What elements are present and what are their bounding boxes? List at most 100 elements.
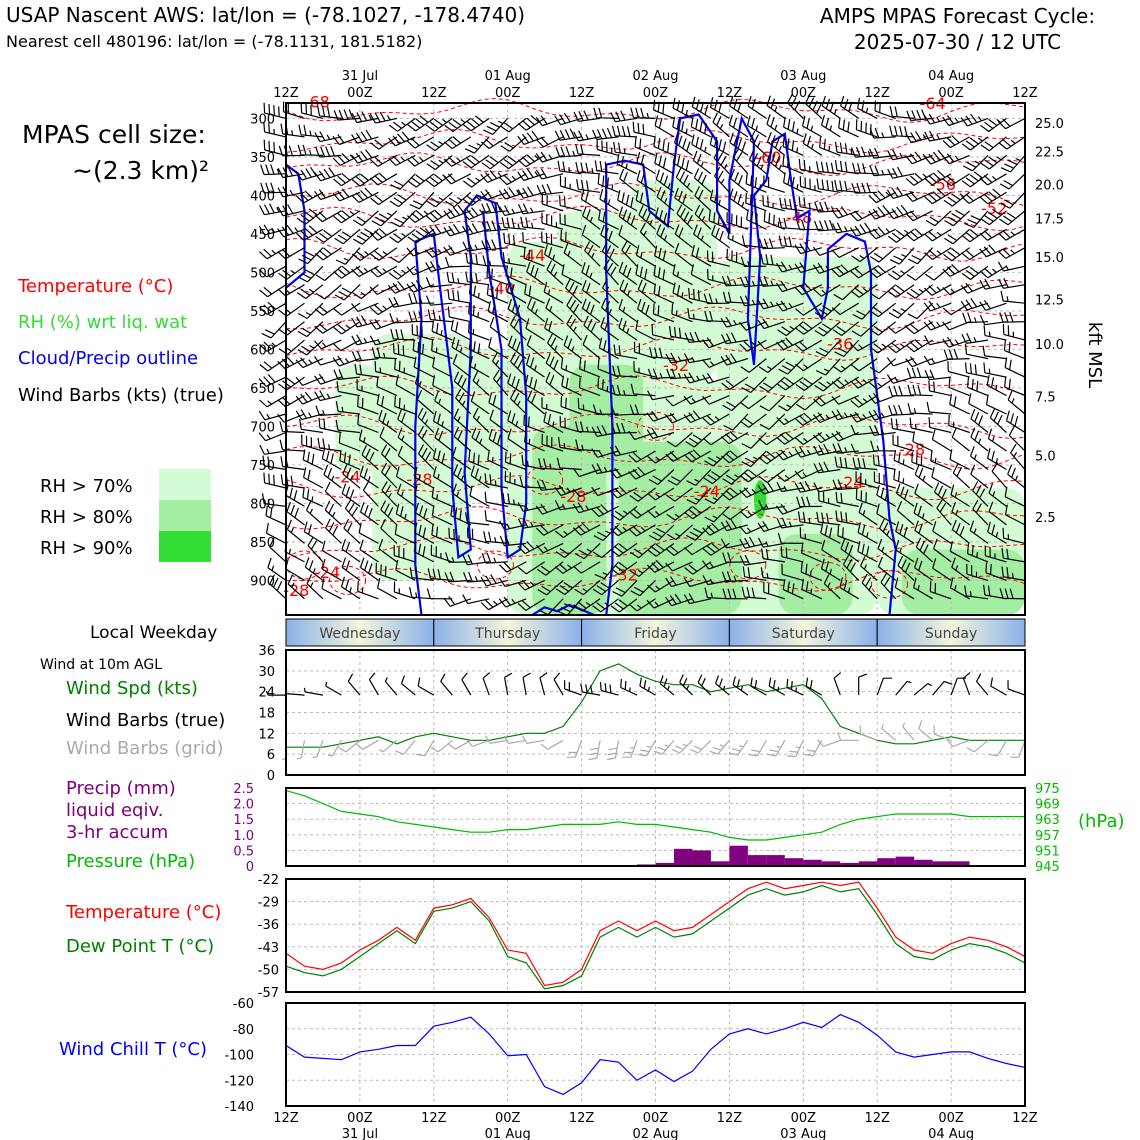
- wind-barb-upper: [443, 204, 472, 220]
- wind-barb-upper: [351, 149, 379, 164]
- wind-barb-upper: [766, 150, 786, 175]
- wind-barb-upper: [333, 265, 361, 279]
- bottom-time-tick: 12Z: [569, 1111, 595, 1126]
- wind-barb-upper: [720, 518, 749, 532]
- wind-barb-upper: [488, 428, 509, 452]
- wind-barb-upper: [295, 225, 324, 241]
- wind-barb-upper: [351, 173, 379, 187]
- bottom-time-tick: 12Z: [717, 1111, 743, 1126]
- precip-label-3: 3-hr accum: [66, 822, 168, 843]
- wind-barb-upper: [896, 500, 915, 526]
- wind-barb-upper: [665, 352, 693, 364]
- top-time-tick: 00Z: [347, 86, 373, 101]
- wind-barb-upper: [757, 339, 786, 350]
- wind-barb-upper: [972, 499, 989, 526]
- wind-barb-upper: [301, 434, 324, 452]
- wind-barb-upper: [302, 487, 324, 507]
- wind-barb-upper: [376, 376, 398, 397]
- wind-barb-upper: [929, 581, 952, 600]
- wind-barb-upper: [359, 539, 379, 563]
- top-time-tick: 12Z: [1012, 86, 1038, 101]
- wind-barb-upper: [629, 487, 656, 502]
- wind-barb-upper: [520, 216, 545, 230]
- wind-barb-upper: [499, 205, 527, 217]
- wind-barb-upper: [687, 307, 711, 323]
- wind-barb-upper: [928, 380, 952, 397]
- wind-barb-upper: [656, 186, 675, 212]
- wind-barb-upper: [541, 212, 564, 230]
- top-time-tick: 12Z: [864, 86, 890, 101]
- wind-barb-upper: [980, 154, 1007, 170]
- wind-barb-upper: [739, 321, 767, 331]
- wind-barb-upper: [286, 501, 305, 526]
- wind-barb-upper: [393, 581, 416, 600]
- wind-barb-upper: [541, 231, 564, 249]
- precip-bar: [803, 859, 822, 866]
- wind-barb-upper: [581, 279, 601, 304]
- wind-barb-upper: [912, 431, 933, 452]
- wind-barb-upper: [481, 239, 508, 251]
- wind-barb-upper: [985, 562, 1007, 581]
- wind-barb-upper: [667, 469, 693, 486]
- wind-barb-upper: [868, 409, 896, 421]
- temp-tick-label: -57: [258, 986, 279, 1001]
- wind-barb-upper: [923, 149, 952, 165]
- windchill-label: Wind Chill T (°C): [59, 1039, 207, 1060]
- wind-barb-upper: [758, 500, 785, 511]
- windspd-tick-label: 36: [258, 644, 275, 659]
- precip-bar: [877, 858, 896, 866]
- wind-barb-upper: [646, 598, 675, 609]
- wind-barb-upper: [352, 284, 379, 300]
- wind-barb-upper: [444, 256, 471, 268]
- wind-barb-upper: [758, 238, 785, 250]
- windspd-barb-grid: [837, 731, 859, 741]
- wind-barb-upper: [517, 186, 545, 199]
- wind-barb-upper: [297, 144, 323, 156]
- wind-barb-upper: [818, 490, 841, 507]
- wind-barb-upper: [394, 359, 416, 378]
- wind-barb-upper: [652, 303, 675, 323]
- wind-barb-upper: [370, 191, 398, 206]
- wind-barb-upper: [509, 389, 527, 415]
- wind-barb-upper: [887, 166, 915, 179]
- wind-barb-upper: [746, 209, 767, 230]
- wind-barb-upper: [414, 466, 435, 489]
- windchill-tick-label: -140: [224, 1100, 254, 1115]
- wind-barb-upper: [621, 241, 638, 267]
- wind-barb-upper: [936, 499, 952, 526]
- cell-size-label: MPAS cell size:: [22, 120, 206, 149]
- wind-barb-upper: [445, 191, 472, 208]
- wind-barb-upper: [876, 503, 897, 526]
- precip-bar: [692, 850, 711, 866]
- wind-barb-upper: [814, 321, 841, 337]
- kft-tick-label: 2.5: [1035, 511, 1056, 526]
- wind-barb-upper: [966, 563, 989, 581]
- wind-barb-upper: [443, 595, 472, 607]
- wind-barb-upper: [762, 195, 785, 212]
- wind-barb-upper: [335, 401, 360, 415]
- precip-tick-label: 1.5: [233, 813, 254, 828]
- wind-barb-upper: [395, 503, 416, 526]
- wind-barb-upper: [923, 319, 952, 331]
- temperature-contour-label: -32: [663, 356, 689, 375]
- top-date-label: 31 Jul: [342, 69, 378, 84]
- wind-barb-upper: [340, 576, 361, 600]
- wind-barb-upper: [314, 210, 342, 223]
- wind-barb-upper: [259, 284, 287, 298]
- wind-barb-upper: [741, 376, 767, 394]
- top-time-tick: 12Z: [421, 86, 447, 101]
- wind-barb-upper: [484, 473, 508, 489]
- wind-barb-upper: [280, 456, 305, 471]
- pressure-tick-label: 350: [250, 151, 275, 166]
- windspd-barb-grid: [881, 724, 897, 741]
- wind-barb-upper: [925, 210, 952, 227]
- wind-barb-upper: [351, 315, 379, 328]
- wind-barb-upper: [930, 450, 952, 471]
- wind-barb-upper: [260, 164, 287, 176]
- temperature-label: Temperature (°C): [65, 902, 221, 923]
- precip-bar: [858, 861, 878, 866]
- wind-barb-upper: [628, 598, 656, 612]
- wind-barb-upper: [295, 391, 324, 405]
- windchill-tick-label: -80: [233, 1023, 254, 1038]
- wind-barb-upper: [277, 204, 305, 217]
